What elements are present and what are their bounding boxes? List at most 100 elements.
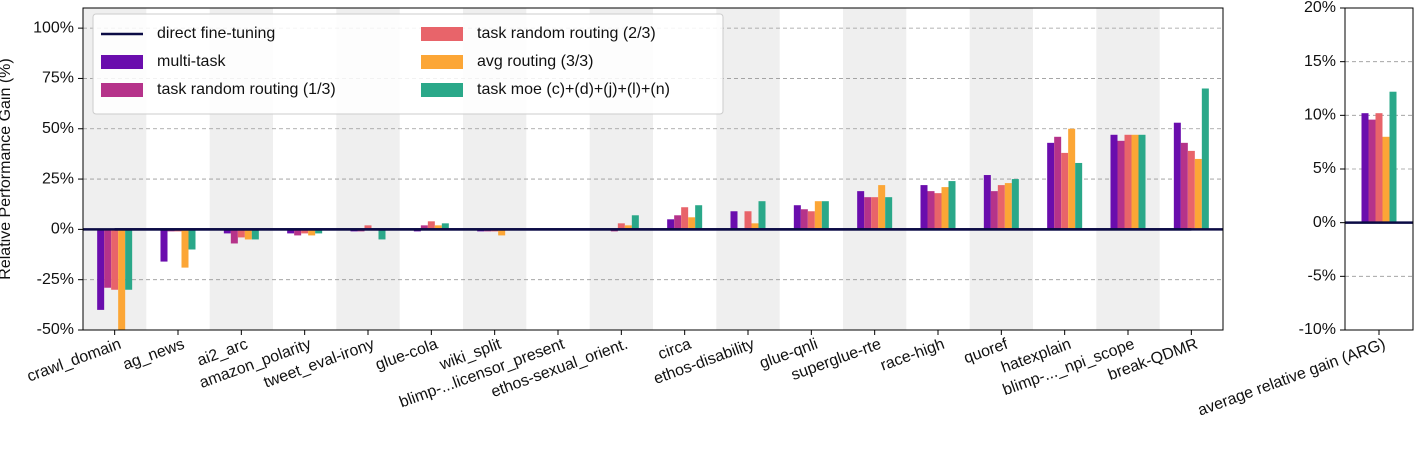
bar [160,229,168,262]
bar [1361,113,1369,223]
bar [188,229,196,250]
bar [941,187,949,230]
x-tick-label: crawl_domain [25,336,124,386]
bar [1124,134,1132,230]
bar [97,229,105,310]
legend-swatch [421,27,463,41]
bar [1201,88,1209,230]
bar [244,229,252,240]
legend-swatch [101,55,143,69]
y-tick-label: -25% [37,271,74,288]
bar [1061,152,1069,230]
y-tick-label: 75% [42,70,74,87]
bar [821,201,829,230]
bar [878,185,886,230]
bar [1368,119,1376,223]
bar [1047,142,1055,230]
bar [378,229,386,240]
bar [920,185,928,230]
bar [631,215,639,230]
bar [294,229,302,236]
bar [927,191,935,230]
band-shade [716,8,780,330]
y-tick-label: 20% [1304,0,1336,16]
y-tick-label: 25% [42,170,74,187]
y-tick-label: -10% [1299,321,1336,338]
y-axis-label: Relative Performance Gain (%) [0,58,14,279]
bar [997,185,1005,230]
bar [434,225,442,230]
y-tick-label: 5% [1313,160,1336,177]
bar [420,225,428,230]
bar [857,191,865,230]
bar [674,215,682,230]
bar [1180,142,1188,230]
bar [695,205,703,230]
bar [624,225,632,230]
bar [498,229,506,236]
bar [118,229,126,330]
bar [871,197,879,230]
x-tick-label: glue-cola [373,336,440,374]
legend-label: task random routing (2/3) [477,25,656,42]
bar [758,201,766,230]
bar [1011,179,1019,230]
legend-label: task moe (c)+(d)+(j)+(l)+(n) [477,81,670,98]
legend-swatch [421,55,463,69]
y-tick-label: -50% [37,321,74,338]
bar [688,217,696,230]
bar [230,229,238,244]
bar [315,229,323,234]
bar [885,197,893,230]
bar [934,193,942,230]
legend-label: direct fine-tuning [157,25,275,42]
y-tick-label: 50% [42,120,74,137]
y-tick-label: -5% [1308,268,1336,285]
bar [990,191,998,230]
legend-swatch [101,83,143,97]
bar [301,229,309,234]
legend-frame [92,13,724,115]
legend-swatch [421,83,463,97]
bar [251,229,259,240]
bar [948,181,956,230]
bar [104,229,112,288]
bar [364,225,372,230]
bar [1004,183,1012,230]
bar [1054,136,1062,230]
bar [441,223,449,230]
bar [617,223,625,230]
y-tick-label: 10% [1304,107,1336,124]
y-tick-label: 0% [1313,214,1336,231]
bar [751,223,759,230]
bar [1138,134,1146,230]
bar [1173,122,1181,230]
legend-label: multi-task [157,53,226,70]
bar [181,229,189,268]
bar [814,201,822,230]
bar [237,229,245,238]
band-shade [969,8,1033,330]
bar [427,221,435,230]
bar [1117,140,1125,230]
x-tick-label: ag_news [121,336,187,374]
bar [744,211,752,230]
bar [800,209,808,230]
bar [223,229,231,234]
bar [287,229,295,234]
bar [730,211,738,230]
y-tick-label: 100% [33,19,74,36]
bar [983,175,991,230]
bar [1389,91,1397,223]
bar [1110,134,1118,230]
bar [793,205,801,230]
bar [1068,128,1076,230]
y-tick-label: 0% [51,221,74,238]
bar [681,207,689,230]
bar [864,197,872,230]
bar [667,219,675,230]
bar [807,211,815,230]
bar [125,229,133,290]
plot-frame [1344,7,1414,331]
